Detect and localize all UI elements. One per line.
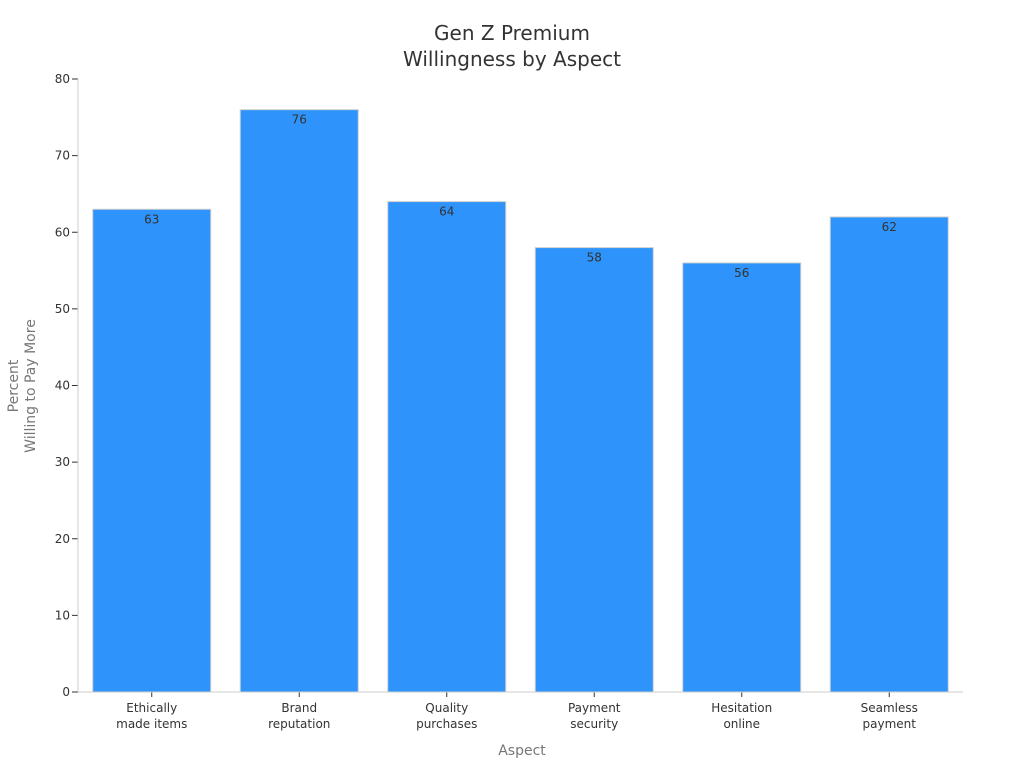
bars: 63 76 64 58 56 62	[92, 109, 949, 693]
y-tick-label: 30	[55, 455, 70, 469]
x-tick-label: payment	[863, 717, 917, 731]
x-tick-label: purchases	[416, 717, 477, 731]
y-tick-label: 10	[55, 608, 70, 622]
y-tick-label: 70	[55, 149, 70, 163]
bar-value-label: 62	[882, 220, 897, 234]
y-tick-label: 80	[55, 72, 70, 86]
y-tick-label: 60	[55, 225, 70, 239]
bar-2	[239, 109, 359, 693]
bar-value-label: 58	[587, 251, 602, 265]
x-tick-label: Payment	[568, 701, 621, 715]
x-tick-label: online	[723, 717, 760, 731]
bar-value-label: 56	[734, 266, 749, 280]
y-axis-title-line-2: Willing to Pay More	[23, 319, 39, 453]
y-tick-label: 40	[55, 379, 70, 393]
x-tick-label: security	[570, 717, 618, 731]
bar-4	[534, 247, 654, 693]
bar-1	[92, 208, 212, 693]
bar-value-label: 63	[144, 212, 159, 226]
x-axis-title: Aspect	[498, 743, 546, 759]
bar-value-label: 64	[439, 205, 454, 219]
bar-value-label: 76	[292, 113, 307, 127]
bar-3	[387, 201, 507, 693]
chart-title-line-2: Willingness by Aspect	[403, 47, 621, 71]
chart-title-line-1: Gen Z Premium	[434, 21, 590, 45]
x-tick-label: Ethically	[126, 701, 177, 715]
x-tick-label: reputation	[268, 717, 330, 731]
x-tick-label: Quality	[425, 701, 468, 715]
bar-6	[829, 216, 949, 693]
x-tick-label: made items	[116, 717, 187, 731]
x-tick-label: Hesitation	[711, 701, 772, 715]
y-axis-ticks: 0 10 20 30 40 50 60 70 80	[55, 72, 78, 699]
x-axis-ticks: Ethically made items Brand reputation Qualit…	[116, 692, 918, 731]
y-tick-label: 0	[62, 685, 70, 699]
x-tick-label: Seamless	[861, 701, 918, 715]
y-tick-label: 50	[55, 302, 70, 316]
y-tick-label: 20	[55, 532, 70, 546]
y-axis-title-line-1: Percent	[6, 359, 22, 412]
bar-5	[682, 262, 802, 693]
y-axis-title: Percent Willing to Pay More	[6, 319, 39, 453]
x-tick-label: Brand	[281, 701, 317, 715]
